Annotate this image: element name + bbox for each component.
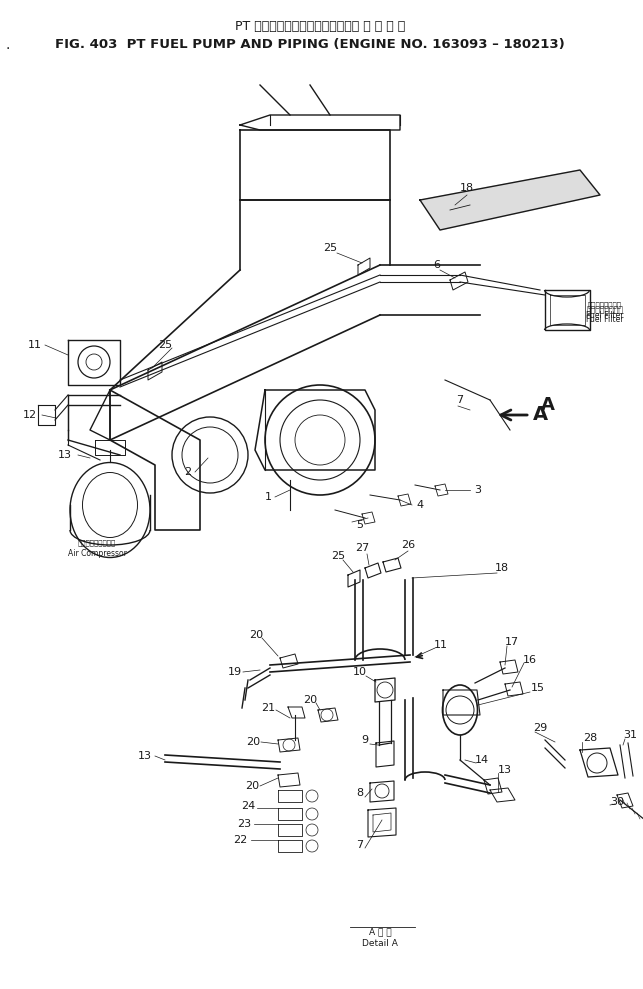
- Text: 14: 14: [475, 755, 489, 765]
- Text: 19: 19: [228, 667, 242, 677]
- Text: 13: 13: [498, 765, 512, 775]
- Text: A: A: [541, 396, 555, 414]
- Polygon shape: [420, 170, 600, 230]
- Text: 28: 28: [583, 733, 597, 743]
- Text: FIG. 403  PT FUEL PUMP AND PIPING (ENGINE NO. 163093 – 180213): FIG. 403 PT FUEL PUMP AND PIPING (ENGINE…: [55, 38, 565, 51]
- Text: 5: 5: [356, 520, 363, 530]
- Text: 20: 20: [246, 737, 260, 747]
- Text: 12: 12: [23, 410, 37, 420]
- Text: エアーコンプレッサ: エアーコンプレッサ: [78, 540, 116, 546]
- Text: 25: 25: [331, 551, 345, 561]
- Text: 9: 9: [361, 735, 368, 745]
- Text: 15: 15: [531, 683, 545, 693]
- Text: 23: 23: [237, 819, 251, 829]
- Text: 11: 11: [434, 640, 448, 650]
- Text: 1: 1: [264, 492, 271, 502]
- Text: .: .: [6, 38, 10, 52]
- Text: 17: 17: [505, 637, 519, 647]
- Text: 8: 8: [356, 788, 363, 798]
- Text: 6: 6: [433, 260, 440, 270]
- Text: 7: 7: [457, 395, 464, 405]
- Text: 18: 18: [460, 183, 474, 193]
- Text: Fuel Filter: Fuel Filter: [586, 315, 624, 324]
- Text: 20: 20: [245, 781, 259, 791]
- Text: 3: 3: [475, 485, 482, 495]
- Text: A: A: [532, 405, 548, 424]
- Text: 2: 2: [185, 467, 192, 477]
- Text: 29: 29: [533, 723, 547, 733]
- Text: 31: 31: [623, 730, 637, 740]
- Text: 13: 13: [138, 751, 152, 761]
- Text: 18: 18: [495, 563, 509, 573]
- Text: A 詳 図: A 詳 図: [368, 928, 392, 937]
- Text: Fuel Filter: Fuel Filter: [586, 311, 624, 319]
- Text: 13: 13: [58, 450, 72, 460]
- Text: フュエルフィルタ: フュエルフィルタ: [586, 306, 624, 315]
- Text: 25: 25: [158, 340, 172, 350]
- Text: 22: 22: [233, 835, 247, 845]
- Text: 20: 20: [303, 695, 317, 705]
- Text: 27: 27: [355, 543, 369, 553]
- Text: 7: 7: [356, 840, 363, 850]
- Text: 24: 24: [241, 801, 255, 811]
- Text: 26: 26: [401, 540, 415, 550]
- Text: 20: 20: [249, 630, 263, 640]
- Text: 10: 10: [353, 667, 367, 677]
- Text: 25: 25: [323, 243, 337, 253]
- Text: フュエルフィルタ: フュエルフィルタ: [588, 302, 622, 309]
- Text: PT フェルポンプおよびバイピング 通 用 号 機: PT フェルポンプおよびバイピング 通 用 号 機: [235, 20, 405, 33]
- Text: 16: 16: [523, 655, 537, 665]
- Text: Detail A: Detail A: [362, 940, 398, 948]
- Text: 30: 30: [610, 797, 624, 807]
- Text: 4: 4: [417, 500, 424, 510]
- Text: 21: 21: [261, 703, 275, 713]
- Text: 11: 11: [28, 340, 42, 350]
- Text: Air Compressor: Air Compressor: [68, 549, 127, 558]
